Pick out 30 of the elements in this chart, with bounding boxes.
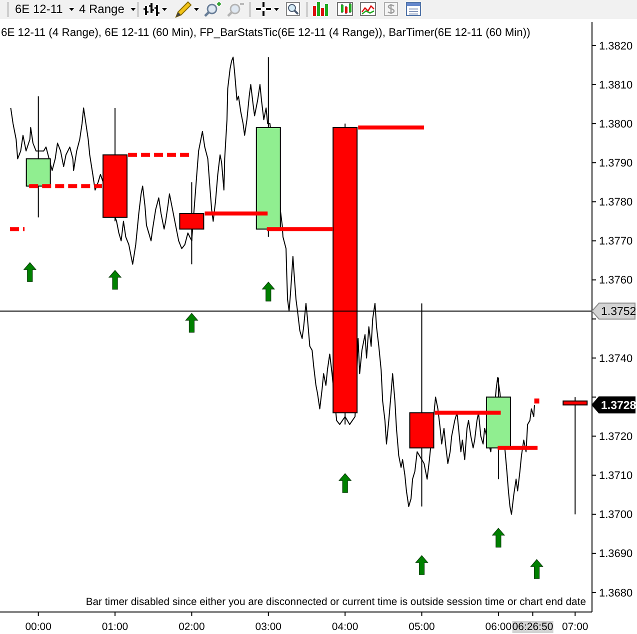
- y-tick-label: 1.3770: [599, 236, 633, 248]
- y-tick-label: 1.3710: [599, 470, 633, 482]
- y-tick-label: 1.3800: [599, 118, 633, 130]
- y-tick-label: 1.3720: [599, 431, 633, 444]
- x-tick-label: 06:00: [485, 621, 512, 633]
- y-tick-label: 1.3780: [599, 196, 633, 209]
- y-tick-label: 1.3680: [599, 587, 633, 600]
- annotation: Bar timer disabled since either you are disconnected or current time is outside session time or chart end date: [86, 597, 586, 608]
- point: [534, 398, 540, 404]
- x-tick-label: 06:26:50: [512, 621, 554, 633]
- y-tick-label: 1.3760: [599, 274, 633, 287]
- x-tick-label: 07:00: [562, 621, 588, 633]
- x-tick-label: 05:00: [408, 621, 436, 633]
- text: 1.3728: [601, 400, 637, 412]
- text: 4 Range: [79, 2, 125, 16]
- x-tick-label: 03:00: [255, 621, 282, 633]
- y-tick-label: 1.3740: [599, 352, 633, 365]
- x-tick-label: 01:00: [102, 621, 128, 633]
- ref-line-label: 1.3752: [601, 306, 636, 318]
- y-tick-label: 1.3700: [599, 509, 633, 522]
- text: 6E 12-11: [15, 2, 64, 16]
- y-tick-label: 1.3690: [599, 548, 633, 560]
- y-tick-label: 1.3790: [599, 158, 633, 170]
- x-tick-label: 02:00: [178, 621, 206, 633]
- candlestick: [562, 396, 588, 515]
- y-tick-label: 1.3810: [599, 79, 633, 92]
- y-tick-label: 1.3820: [599, 40, 633, 52]
- x-tick-label: 00:00: [25, 621, 52, 633]
- chart-title: 6E 12-11 (4 Range), 6E 12-11 (60 Min), FP_BarStatsTic(6E 12-11 (4 Range)), BarTimer(6E 12-11 (60 Min)): [1, 27, 531, 39]
- x-tick-label: 04:00: [332, 621, 358, 633]
